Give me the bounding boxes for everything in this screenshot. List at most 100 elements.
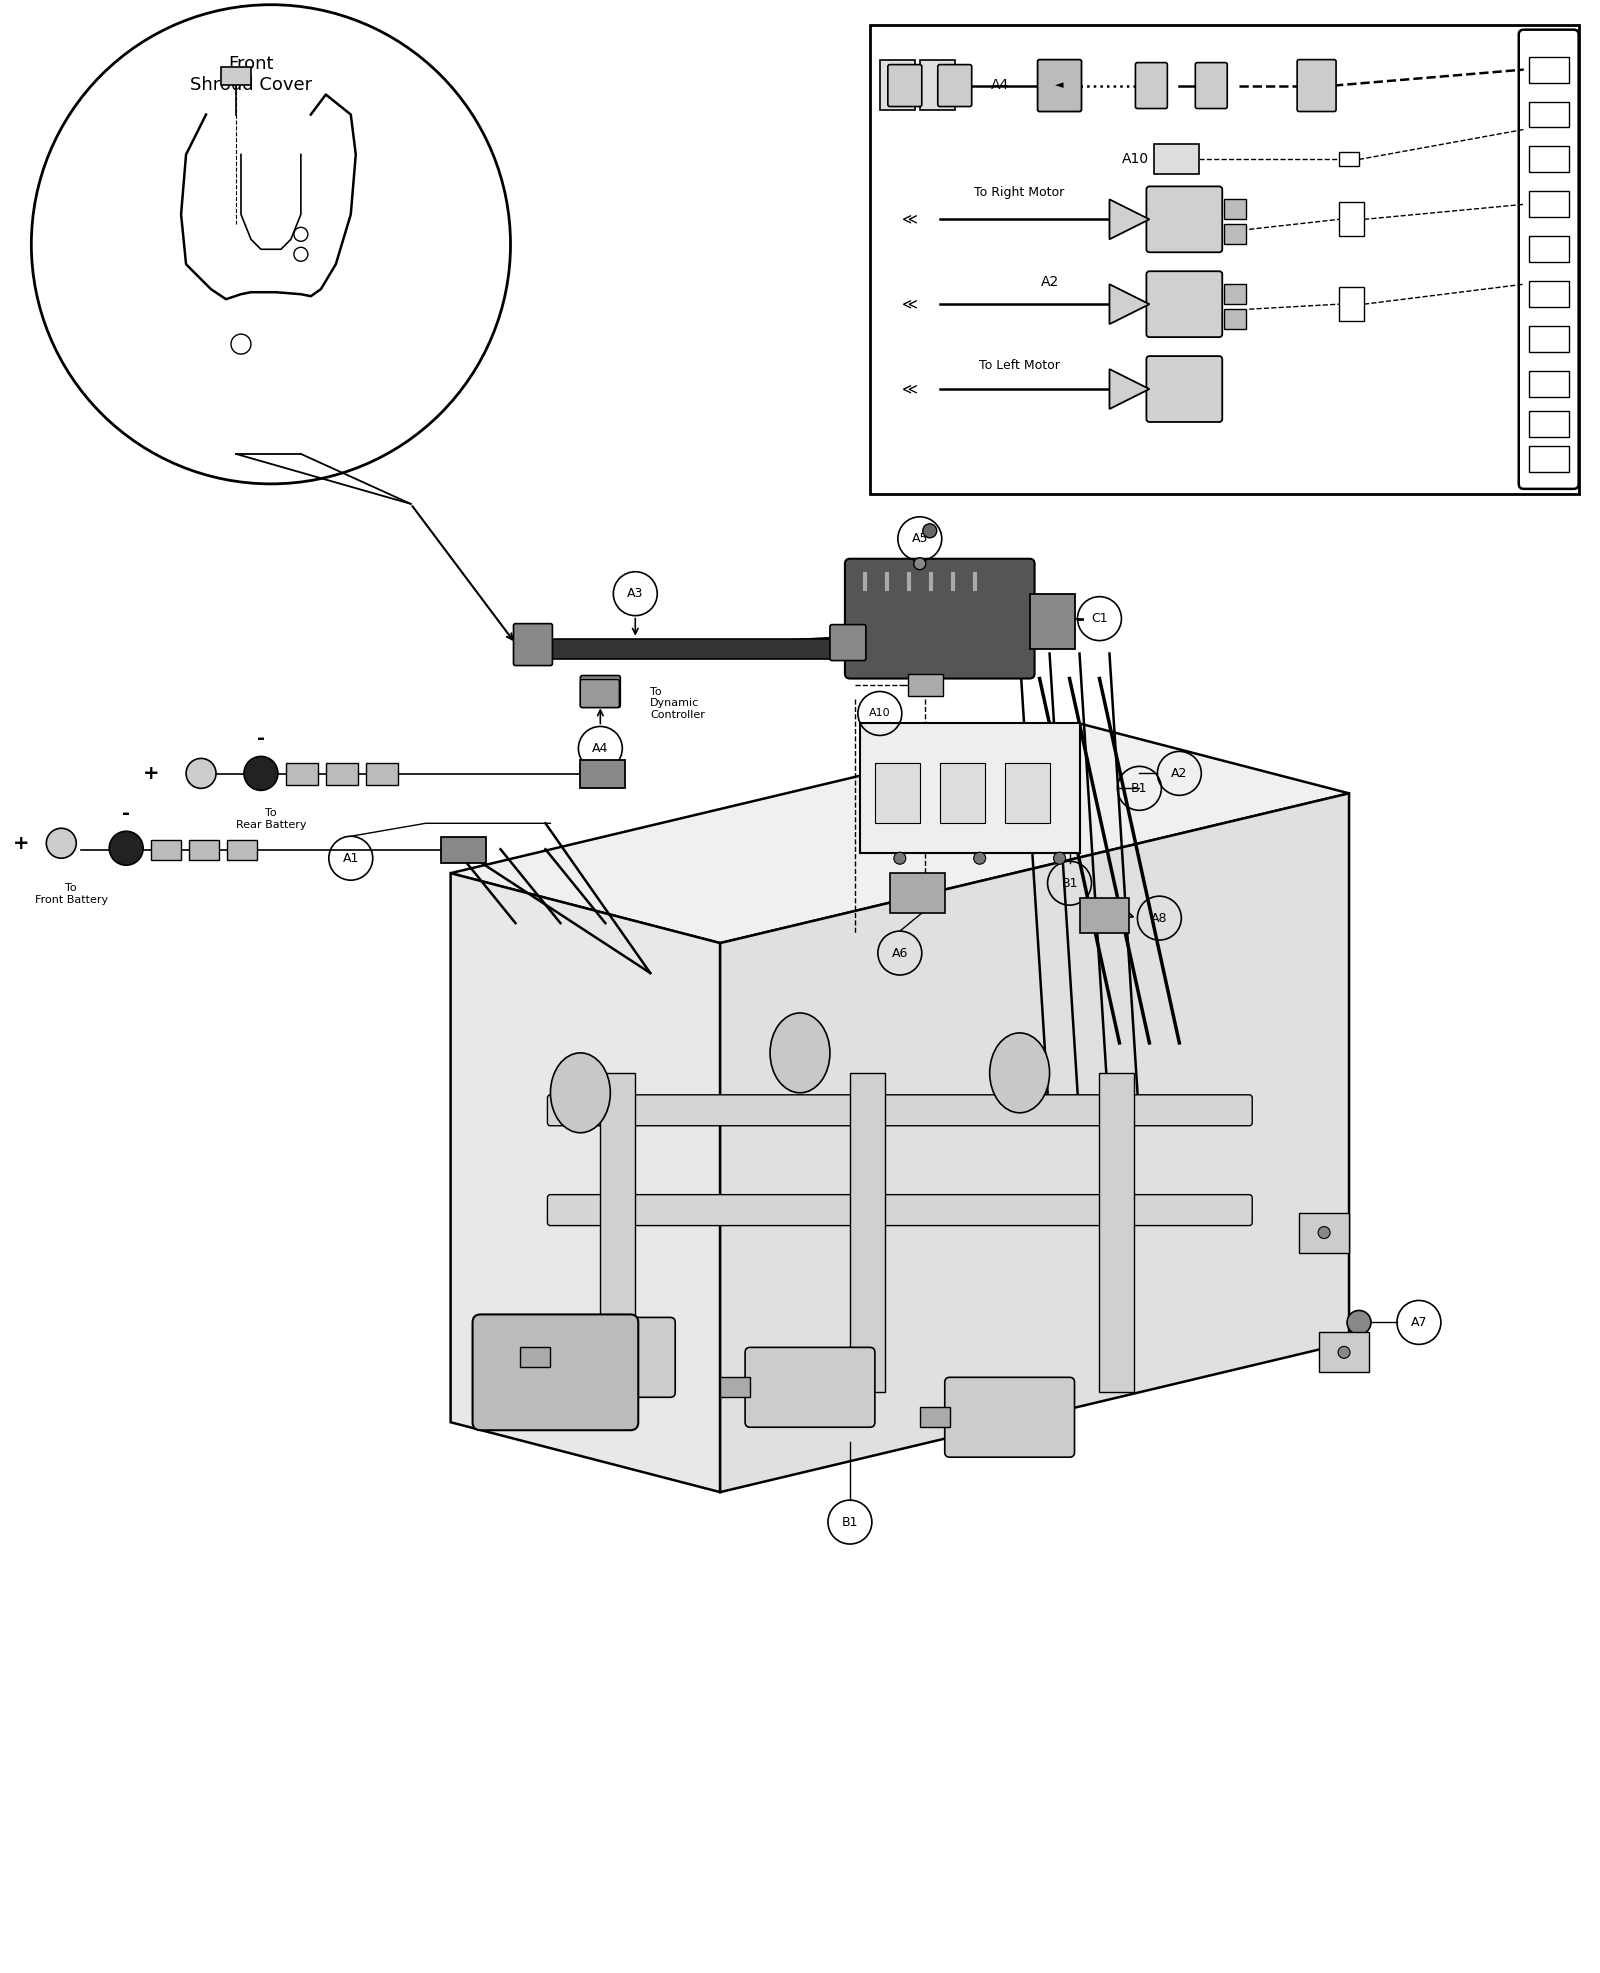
Text: A2: A2 bbox=[1171, 767, 1187, 779]
Bar bbox=[720, 1377, 750, 1397]
FancyBboxPatch shape bbox=[1146, 185, 1222, 253]
Circle shape bbox=[974, 852, 986, 864]
Text: A4: A4 bbox=[592, 742, 608, 756]
Polygon shape bbox=[451, 724, 1349, 943]
FancyBboxPatch shape bbox=[890, 874, 944, 913]
Text: A7: A7 bbox=[1411, 1316, 1427, 1330]
FancyBboxPatch shape bbox=[830, 625, 866, 661]
Text: B1: B1 bbox=[842, 1515, 858, 1529]
Text: A3: A3 bbox=[1210, 67, 1229, 81]
Circle shape bbox=[1318, 1227, 1330, 1239]
Bar bbox=[1528, 146, 1568, 172]
FancyBboxPatch shape bbox=[1195, 63, 1227, 109]
Text: ≪: ≪ bbox=[902, 381, 918, 397]
FancyBboxPatch shape bbox=[746, 1348, 875, 1426]
Text: A4: A4 bbox=[990, 77, 1008, 91]
Text: -: - bbox=[258, 728, 266, 748]
FancyBboxPatch shape bbox=[1154, 144, 1200, 174]
Circle shape bbox=[1053, 852, 1066, 864]
Bar bbox=[1099, 1073, 1134, 1393]
Text: A8: A8 bbox=[1150, 912, 1168, 925]
FancyBboxPatch shape bbox=[888, 65, 922, 107]
Text: Front
Shroud Cover: Front Shroud Cover bbox=[190, 55, 312, 95]
Text: +: + bbox=[13, 835, 30, 852]
FancyBboxPatch shape bbox=[286, 764, 318, 785]
Text: ≪: ≪ bbox=[902, 296, 918, 312]
FancyBboxPatch shape bbox=[1030, 594, 1075, 649]
FancyBboxPatch shape bbox=[366, 764, 398, 785]
Bar bbox=[859, 724, 1080, 852]
FancyBboxPatch shape bbox=[227, 840, 258, 860]
Text: -: - bbox=[122, 803, 130, 823]
Text: B1: B1 bbox=[1061, 876, 1078, 890]
Text: A10: A10 bbox=[1122, 152, 1149, 166]
FancyBboxPatch shape bbox=[920, 59, 955, 110]
Bar bbox=[1005, 764, 1050, 823]
Bar bbox=[1224, 284, 1246, 304]
Polygon shape bbox=[1109, 284, 1149, 324]
Text: C1: C1 bbox=[1091, 612, 1107, 625]
Circle shape bbox=[46, 829, 77, 858]
FancyBboxPatch shape bbox=[472, 1314, 638, 1430]
FancyBboxPatch shape bbox=[1146, 355, 1222, 422]
FancyBboxPatch shape bbox=[944, 1377, 1075, 1458]
Text: +: + bbox=[142, 764, 160, 783]
FancyBboxPatch shape bbox=[440, 837, 485, 864]
Bar bbox=[1318, 1332, 1370, 1373]
Bar bbox=[1528, 237, 1568, 262]
Circle shape bbox=[109, 831, 142, 866]
FancyBboxPatch shape bbox=[880, 59, 915, 110]
Polygon shape bbox=[720, 793, 1349, 1492]
Bar bbox=[1224, 310, 1246, 329]
FancyBboxPatch shape bbox=[1136, 63, 1168, 109]
Bar bbox=[1299, 1213, 1349, 1253]
FancyBboxPatch shape bbox=[845, 558, 1035, 679]
Bar bbox=[1339, 152, 1358, 166]
Bar bbox=[1528, 371, 1568, 397]
Bar bbox=[1224, 225, 1246, 245]
Bar bbox=[1339, 288, 1365, 322]
Text: A6: A6 bbox=[891, 947, 909, 959]
Text: A5: A5 bbox=[912, 533, 928, 545]
FancyBboxPatch shape bbox=[326, 764, 358, 785]
Text: To
Front Battery: To Front Battery bbox=[35, 884, 107, 906]
Circle shape bbox=[243, 756, 278, 791]
FancyBboxPatch shape bbox=[221, 67, 251, 85]
FancyBboxPatch shape bbox=[547, 1194, 1253, 1225]
Bar bbox=[875, 764, 920, 823]
FancyBboxPatch shape bbox=[1037, 59, 1082, 112]
Text: ≪: ≪ bbox=[902, 211, 918, 227]
FancyBboxPatch shape bbox=[1298, 59, 1336, 112]
Bar bbox=[1528, 191, 1568, 217]
Bar bbox=[850, 1073, 885, 1393]
FancyBboxPatch shape bbox=[547, 1095, 1253, 1127]
Polygon shape bbox=[1109, 199, 1149, 239]
Bar bbox=[1339, 203, 1365, 237]
Circle shape bbox=[923, 523, 936, 539]
Text: A10: A10 bbox=[869, 708, 891, 718]
Text: To
Rear Battery: To Rear Battery bbox=[235, 809, 306, 831]
Bar bbox=[1528, 282, 1568, 308]
Bar bbox=[1528, 410, 1568, 436]
Bar bbox=[550, 639, 830, 659]
Circle shape bbox=[1338, 1346, 1350, 1357]
Ellipse shape bbox=[770, 1012, 830, 1093]
FancyBboxPatch shape bbox=[581, 679, 619, 708]
FancyBboxPatch shape bbox=[581, 760, 626, 789]
Text: A1: A1 bbox=[342, 852, 358, 864]
FancyBboxPatch shape bbox=[581, 675, 621, 708]
FancyBboxPatch shape bbox=[1146, 270, 1222, 337]
Bar bbox=[1528, 101, 1568, 128]
Polygon shape bbox=[1109, 369, 1149, 408]
Text: A3: A3 bbox=[627, 588, 643, 600]
Text: ◄: ◄ bbox=[1056, 81, 1064, 91]
Circle shape bbox=[894, 852, 906, 864]
Circle shape bbox=[1347, 1310, 1371, 1334]
Ellipse shape bbox=[990, 1034, 1050, 1113]
Circle shape bbox=[914, 558, 926, 570]
FancyBboxPatch shape bbox=[189, 840, 219, 860]
Polygon shape bbox=[451, 874, 720, 1492]
Bar bbox=[1224, 199, 1246, 219]
Bar bbox=[870, 26, 1579, 493]
Text: To
Dynamic
Controller: To Dynamic Controller bbox=[650, 687, 706, 720]
